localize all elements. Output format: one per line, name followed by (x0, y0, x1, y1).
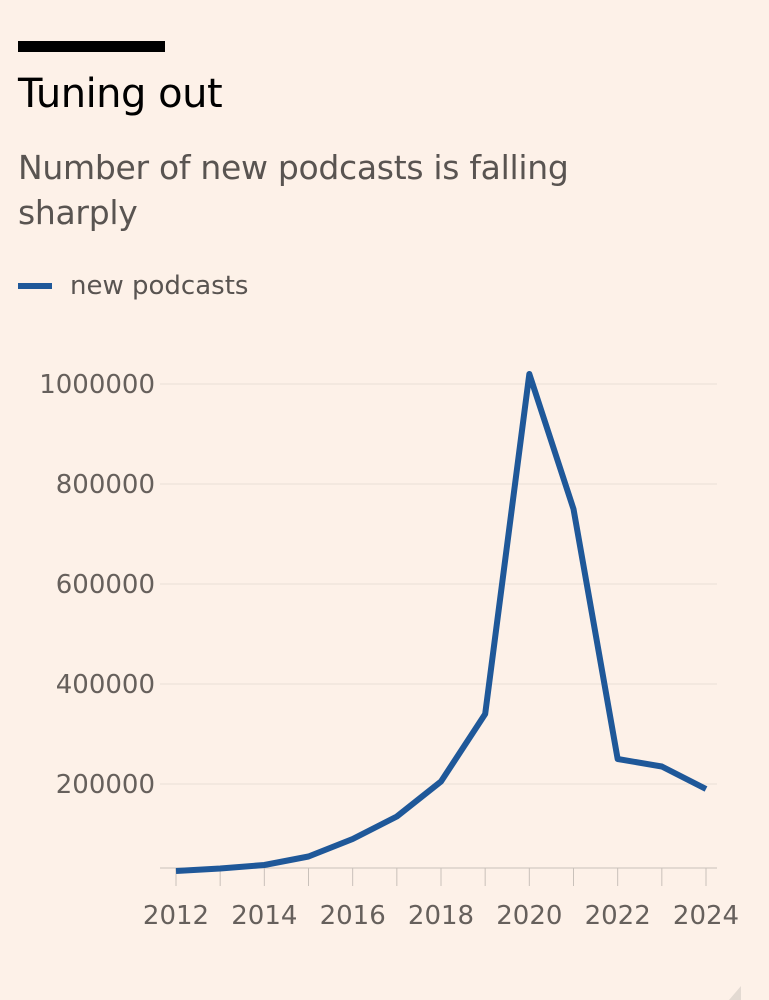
x-tick-label: 2020 (496, 901, 562, 931)
y-tick-label: 400000 (56, 670, 155, 700)
x-tick-label: 2024 (673, 901, 739, 931)
legend-swatch (18, 283, 52, 289)
y-tick-label: 800000 (56, 470, 155, 500)
y-tick-label: 200000 (56, 770, 155, 800)
corner-fold (729, 986, 741, 1000)
x-tick-label: 2016 (320, 901, 386, 931)
x-tick-label: 2018 (408, 901, 474, 931)
chart-subtitle: Number of new podcasts is falling sharpl… (18, 148, 569, 232)
legend-label: new podcasts (70, 271, 249, 301)
x-tick-label: 2022 (585, 901, 651, 931)
line-chart: 200000 400000 600000 800000 1000000 2012 2014 2… (39, 370, 739, 931)
series-line (175, 371, 708, 874)
chart-title: Tuning out (18, 71, 223, 117)
y-tick-label: 600000 (56, 570, 155, 600)
y-tick-label: 1000000 (39, 370, 155, 400)
x-tick-label: 2012 (143, 901, 209, 931)
brand-bar (18, 41, 165, 52)
legend: new podcasts (18, 268, 248, 304)
x-tick-label: 2014 (231, 901, 297, 931)
